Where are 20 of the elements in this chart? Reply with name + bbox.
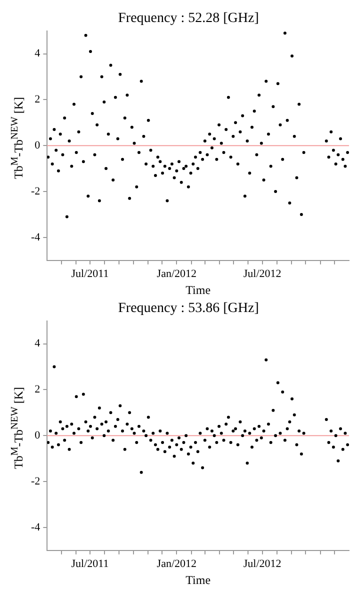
y-tick-label: 4 <box>34 338 41 350</box>
x-tick-label: Jul/2011 <box>71 268 109 280</box>
x-tick-label: Jul/2012 <box>243 558 282 570</box>
chart-title: Frequency : 52.28 [GHz] <box>118 11 259 26</box>
chart-title: Frequency : 53.86 [GHz] <box>118 301 259 316</box>
y-tick-label: 0 <box>34 139 41 152</box>
y-tick-label: 2 <box>34 384 40 396</box>
y-tick-label: -2 <box>30 475 40 488</box>
x-tick-label: Jul/2011 <box>71 558 109 570</box>
y-tick-label: 2 <box>34 94 40 106</box>
x-tick-label: Jul/2012 <box>243 268 282 280</box>
x-tick-label: Jan/2012 <box>156 268 197 280</box>
x-axis-title: Time <box>186 282 211 297</box>
y-tick-label: -4 <box>30 521 41 534</box>
y-tick-label: -4 <box>30 231 41 244</box>
x-tick-label: Jan/2012 <box>156 558 197 570</box>
x-axis-title: Time <box>186 572 211 587</box>
y-tick-label: -2 <box>30 185 40 198</box>
y-tick-label: 0 <box>34 429 41 442</box>
y-tick-label: 4 <box>34 48 41 60</box>
